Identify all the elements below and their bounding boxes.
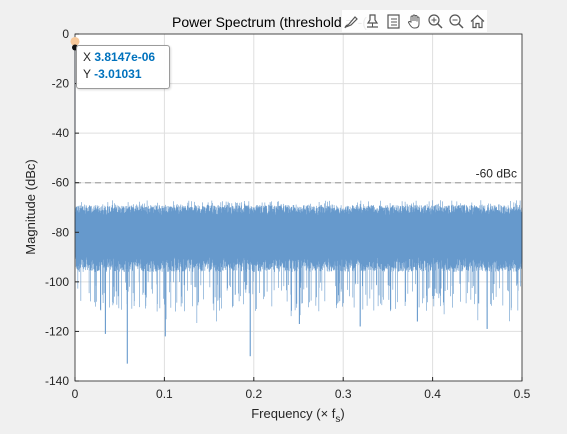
- spectrum-series[interactable]: [74, 41, 523, 364]
- x-axis-label: Frequency (× fs): [251, 406, 345, 425]
- y-axis-label: Magnitude (dBc): [23, 159, 38, 254]
- legend-icon[interactable]: [384, 11, 403, 31]
- x-tick-label: 0.5: [514, 387, 531, 401]
- data-tip-x-value: 3.8147e-06: [94, 50, 156, 64]
- y-tick-label: -60: [52, 176, 70, 190]
- home-icon[interactable]: [468, 11, 487, 31]
- axes-box: [74, 33, 523, 382]
- brush-icon[interactable]: [342, 11, 361, 31]
- y-tick-label: -140: [45, 374, 69, 388]
- y-tick-label: -40: [52, 126, 70, 140]
- y-tick-label: -80: [52, 225, 70, 239]
- data-tip-x-label: X: [83, 50, 92, 64]
- x-tick-label: 0.1: [156, 387, 173, 401]
- x-tick-label: 0.2: [245, 387, 262, 401]
- y-tick-label: -100: [45, 275, 69, 289]
- data-tip[interactable]: X 3.8147e-06 Y -3.01031: [76, 45, 170, 89]
- x-axis-label-main: Frequency (× f: [251, 406, 336, 421]
- y-tick-label: -20: [52, 77, 70, 91]
- data-tip-y-label: Y: [83, 67, 91, 81]
- peak-marker[interactable]: [70, 36, 80, 46]
- data-tip-icon[interactable]: [363, 11, 382, 31]
- x-tick-label: 0.3: [335, 387, 352, 401]
- x-tick-label: 0: [72, 387, 79, 401]
- axes-toolbar: [342, 10, 487, 32]
- pan-hand-icon[interactable]: [405, 11, 424, 31]
- data-tip-x-row: X 3.8147e-06: [83, 49, 169, 66]
- ticks: 0 0.1 0.2 0.3 0.4 0.5 0 -20 -40 -60 -80 -100 -120 -14…: [45, 27, 531, 401]
- x-axis-label-subscript: s: [335, 414, 340, 425]
- y-tick-label: -120: [45, 324, 69, 338]
- data-tip-y-row: Y -3.01031: [83, 66, 169, 83]
- x-tick-label: 0.4: [424, 387, 441, 401]
- y-tick-label: 0: [62, 27, 69, 41]
- x-axis-label-suffix: ): [340, 406, 344, 421]
- zoom-out-icon[interactable]: [447, 11, 466, 31]
- data-tip-y-value: -3.01031: [94, 67, 142, 81]
- zoom-in-icon[interactable]: [426, 11, 445, 31]
- chart-title: Power Spectrum (threshold = -(: [172, 14, 367, 30]
- threshold-label: -60 dBc: [476, 167, 517, 181]
